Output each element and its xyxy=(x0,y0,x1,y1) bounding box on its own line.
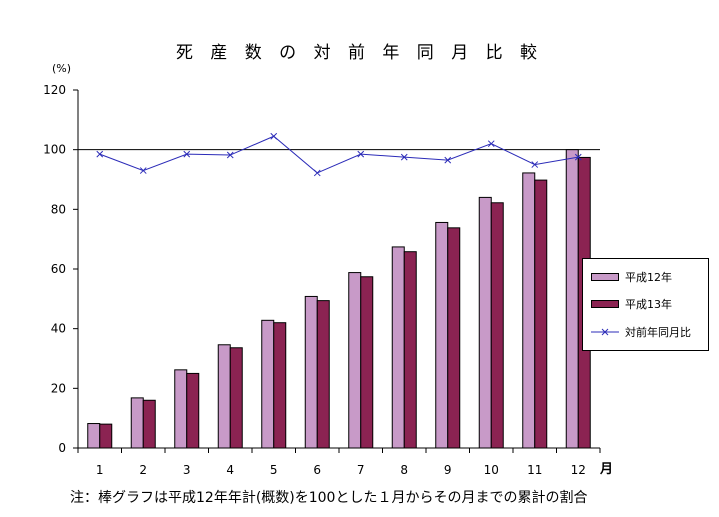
bar-series-1-2 xyxy=(130,397,144,449)
bar-series-2-1 xyxy=(99,423,113,449)
x-tick-label: 9 xyxy=(444,463,452,477)
ratio-point-10 xyxy=(487,140,495,148)
x-tick-label: 5 xyxy=(270,463,278,477)
ratio-point-6 xyxy=(313,169,321,177)
bar-series-1-6 xyxy=(304,295,318,449)
bar-series-1-9 xyxy=(435,221,449,449)
bar-series-2-7 xyxy=(360,276,374,449)
ratio-point-8 xyxy=(400,153,408,161)
x-tick-label: 1 xyxy=(96,463,104,477)
x-tick-label: 2 xyxy=(139,463,147,477)
chart-title: 死 産 数 の 対 前 年 同 月 比 較 xyxy=(175,43,544,63)
bar-series-2-5 xyxy=(273,322,287,449)
legend-item-series-1: 平成12年 xyxy=(591,270,672,284)
legend-item-series-2: 平成13年 xyxy=(591,297,672,311)
bar-series-1-4 xyxy=(217,344,231,449)
bar-series-1-10 xyxy=(478,196,492,449)
y-tick-label: 100 xyxy=(43,143,66,157)
y-tick-label: 20 xyxy=(51,381,66,395)
bar-series-2-10 xyxy=(490,202,504,449)
bars xyxy=(87,149,591,449)
legend-swatch-series-1 xyxy=(591,273,619,281)
ratio-point-2 xyxy=(139,167,147,174)
legend-label-series-3: 対前年同月比 xyxy=(625,326,691,339)
x-tick-label: 7 xyxy=(357,463,365,477)
ratio-point-4 xyxy=(226,151,234,159)
ratio-point-9 xyxy=(444,156,452,164)
x-tick-label: 6 xyxy=(313,463,321,477)
y-tick-label: 60 xyxy=(51,262,66,276)
ratio-point-5 xyxy=(270,132,278,140)
y-tick-label: 80 xyxy=(51,202,66,216)
bar-series-1-3 xyxy=(174,369,188,449)
bar-series-2-6 xyxy=(316,300,330,449)
ratio-point-3 xyxy=(183,150,191,158)
bar-series-1-5 xyxy=(261,319,275,449)
bar-series-2-9 xyxy=(447,227,461,449)
legend: 平成12年 平成13年 対前年同月比 xyxy=(582,258,709,351)
bar-series-2-11 xyxy=(534,179,548,449)
legend-label-series-2: 平成13年 xyxy=(625,298,672,311)
bar-series-2-3 xyxy=(186,372,200,449)
x-tick-label: 3 xyxy=(183,463,191,477)
bar-series-2-4 xyxy=(229,347,243,449)
ratio-polyline xyxy=(99,135,579,174)
legend-item-series-3: 対前年同月比 xyxy=(591,325,691,339)
legend-label-series-1: 平成12年 xyxy=(625,271,672,284)
y-tick-label: 120 xyxy=(43,83,66,97)
x-axis-unit: 月 xyxy=(600,462,614,477)
bar-series-1-7 xyxy=(348,272,362,449)
ratio-point-11 xyxy=(531,161,539,168)
legend-line-series-3 xyxy=(591,328,619,336)
bar-series-2-2 xyxy=(142,399,156,449)
bar-series-1-8 xyxy=(391,246,405,449)
x-tick-label: 11 xyxy=(527,463,542,477)
axes xyxy=(73,89,601,453)
y-tick-label: 40 xyxy=(51,322,66,336)
bar-series-1-11 xyxy=(522,172,536,449)
x-tick-label: 12 xyxy=(571,463,586,477)
bar-series-2-8 xyxy=(403,251,417,449)
x-tick-label: 4 xyxy=(226,463,234,477)
bar-series-1-12 xyxy=(565,149,579,449)
ratio-point-1 xyxy=(96,150,104,158)
x-tick-label: 10 xyxy=(484,463,499,477)
ratio-line xyxy=(96,132,582,177)
y-tick-label: 0 xyxy=(58,441,66,455)
footnote: 注：棒グラフは平成12年年計(概数)を100とした１月からその月までの累計の割合 xyxy=(70,490,588,506)
y-axis-unit: (%) xyxy=(52,62,72,75)
legend-swatch-series-2 xyxy=(591,300,619,308)
ratio-point-12 xyxy=(574,153,582,161)
bar-series-1-1 xyxy=(87,423,101,449)
ratio-point-7 xyxy=(357,150,365,158)
x-tick-label: 8 xyxy=(400,463,408,477)
